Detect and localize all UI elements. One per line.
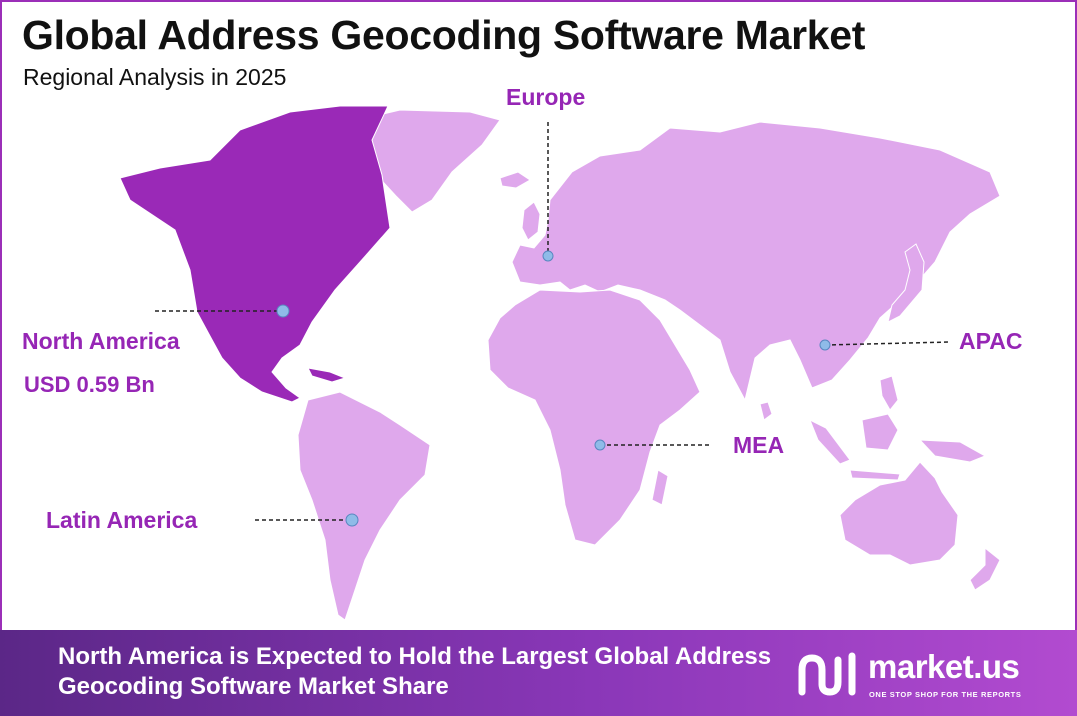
label-north-america: North America: [22, 328, 180, 354]
label-apac: APAC: [959, 328, 1023, 354]
brand-name: market.us: [868, 648, 1020, 685]
label-europe: Europe: [506, 84, 586, 110]
value-north-america: USD 0.59 Bn: [24, 372, 155, 397]
europe-marker-icon: [542, 250, 554, 262]
madagascar-shape: [651, 469, 669, 506]
japan-shape: [887, 243, 925, 323]
footer-banner: North America is Expected to Hold the La…: [0, 630, 1077, 716]
caribbean-shape: [307, 367, 347, 383]
philippines-shape: [879, 375, 899, 411]
footer-message: North America is Expected to Hold the La…: [58, 643, 772, 700]
new-zealand-shape: [969, 546, 1001, 591]
apac-marker-icon: [819, 339, 831, 351]
latin-america-marker-icon: [345, 513, 359, 527]
africa-shape: [487, 289, 701, 546]
sumatra-shape: [809, 418, 851, 465]
page-title: Global Address Geocoding Software Market: [22, 12, 866, 58]
north-america-marker-icon: [276, 304, 290, 318]
north-america-shape: [119, 105, 391, 403]
mea-marker-icon: [594, 439, 606, 451]
uk-shape: [521, 201, 541, 241]
iceland-shape: [499, 171, 531, 189]
label-mea: MEA: [733, 432, 785, 458]
sri-lanka-shape: [759, 401, 773, 421]
world-map: [119, 105, 1001, 621]
label-latin-america: Latin America: [46, 507, 198, 533]
new-guinea-shape: [918, 439, 987, 463]
south-america-shape: [297, 391, 431, 621]
market-us-logo-icon: [798, 652, 856, 696]
eurasia-shape: [511, 121, 1001, 402]
page-subtitle: Regional Analysis in 2025: [23, 64, 287, 90]
australia-shape: [839, 461, 959, 566]
brand-logo: market.us ONE STOP SHOP FOR THE REPORTS: [796, 648, 1046, 704]
brand-tagline: ONE STOP SHOP FOR THE REPORTS: [869, 690, 1022, 699]
java-shape: [849, 469, 901, 481]
borneo-shape: [861, 413, 899, 451]
